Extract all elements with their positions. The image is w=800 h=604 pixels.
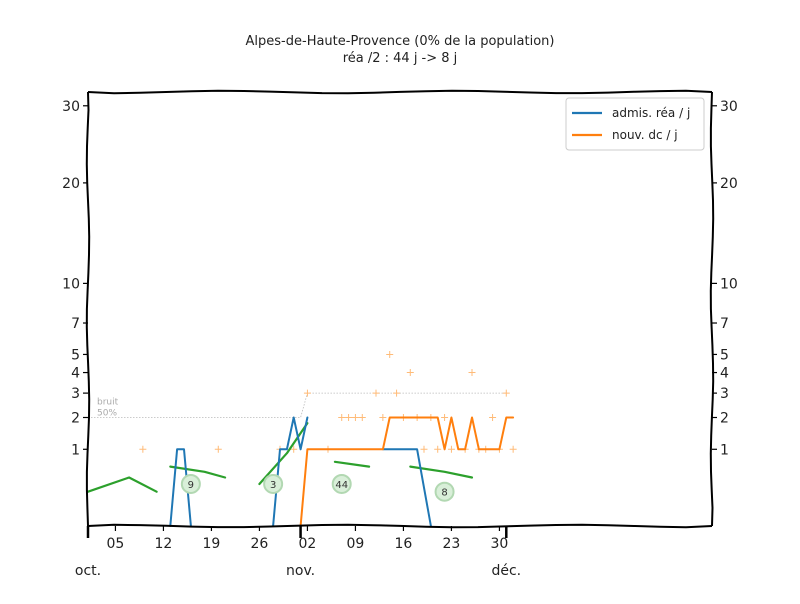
raw-point [420, 445, 428, 453]
trend-line [169, 465, 227, 479]
y-tick-label-left: 3 [71, 386, 80, 402]
x-tick-label: 12 [155, 536, 173, 552]
raw-point [358, 414, 366, 421]
trend-line [258, 422, 309, 486]
series-line-rea [381, 448, 432, 527]
legend-label: admis. réa / j [612, 106, 690, 120]
doubling-marker-label: 8 [441, 488, 447, 499]
raw-point [489, 414, 497, 421]
y-tick-label-right: 7 [720, 316, 729, 332]
raw-point [406, 369, 414, 377]
series-line-rea [272, 416, 309, 527]
doubling-marker [331, 473, 352, 494]
y-tick-label-right: 20 [720, 176, 738, 192]
raw-point [502, 389, 510, 397]
noise-label-50: 50% [97, 409, 117, 419]
raw-point [393, 389, 401, 397]
doubling-marker-label: 3 [270, 480, 276, 491]
doubling-marker [434, 481, 455, 502]
noise-label-bruit: bruit [97, 398, 119, 408]
y-tick-label-right: 30 [720, 99, 738, 115]
month-label: déc. [491, 563, 521, 579]
raw-point [338, 414, 346, 421]
raw-point [434, 445, 442, 453]
raw-point [441, 414, 449, 421]
trend-line [409, 465, 474, 479]
y-tick-label-left: 10 [62, 276, 80, 292]
raw-point [468, 369, 476, 377]
chart-title: Alpes-de-Haute-Provence (0% de la popula… [246, 34, 555, 49]
legend: admis. réa / j nouv. dc / j [565, 97, 705, 151]
raw-point [290, 445, 298, 453]
month-label: oct. [75, 563, 101, 579]
x-tick-label: 02 [299, 536, 317, 552]
x-tick-label: 05 [107, 536, 125, 552]
y-tick-label-left: 30 [62, 99, 80, 115]
trend-line [86, 476, 158, 493]
x-tick-label: 23 [443, 536, 461, 552]
y-tick-label-left: 4 [71, 366, 80, 382]
y-tick-label-left: 20 [62, 176, 80, 192]
raw-point [139, 445, 147, 453]
x-tick-label: 09 [347, 536, 365, 552]
raw-point [379, 414, 387, 421]
raw-point [386, 350, 394, 358]
y-tick-label-left: 5 [71, 347, 80, 363]
axis-bottom [87, 523, 713, 529]
raw-point [447, 445, 455, 453]
legend-box [565, 97, 705, 151]
y-tick-label-left: 1 [71, 442, 80, 458]
doubling-marker [263, 473, 284, 494]
y-tick-label-right: 3 [720, 386, 729, 402]
x-tick-label: 19 [203, 536, 221, 552]
raw-point [345, 414, 353, 421]
y-tick-label-left: 7 [71, 316, 80, 332]
doubling-marker-label: 44 [335, 480, 348, 491]
x-tick-label: 16 [395, 536, 413, 552]
axis-right [709, 91, 715, 527]
raw-point [303, 389, 311, 397]
legend-label: nouv. dc / j [612, 128, 678, 142]
y-tick-label-right: 2 [720, 411, 729, 427]
y-tick-label-right: 10 [720, 276, 738, 292]
raw-point [372, 389, 380, 397]
chart-subtitle: réa /2 : 44 j -> 8 j [343, 51, 458, 66]
y-tick-label-right: 1 [720, 442, 729, 458]
doubling-marker-label: 9 [188, 480, 194, 491]
y-tick-label-left: 2 [71, 411, 80, 427]
y-tick-label-right: 4 [720, 366, 729, 382]
trend-line [333, 460, 371, 468]
raw-point [509, 445, 517, 453]
raw-point [351, 414, 359, 421]
axis-left [85, 91, 91, 527]
axis-top [87, 89, 713, 95]
series-line-dc [299, 416, 515, 527]
doubling-marker [180, 473, 201, 494]
x-tick-label: 26 [251, 536, 269, 552]
month-label: nov. [286, 563, 315, 579]
y-tick-label-right: 5 [720, 347, 729, 363]
x-tick-label: 30 [491, 536, 509, 552]
noise-band-line [88, 392, 507, 418]
raw-point [214, 445, 222, 453]
